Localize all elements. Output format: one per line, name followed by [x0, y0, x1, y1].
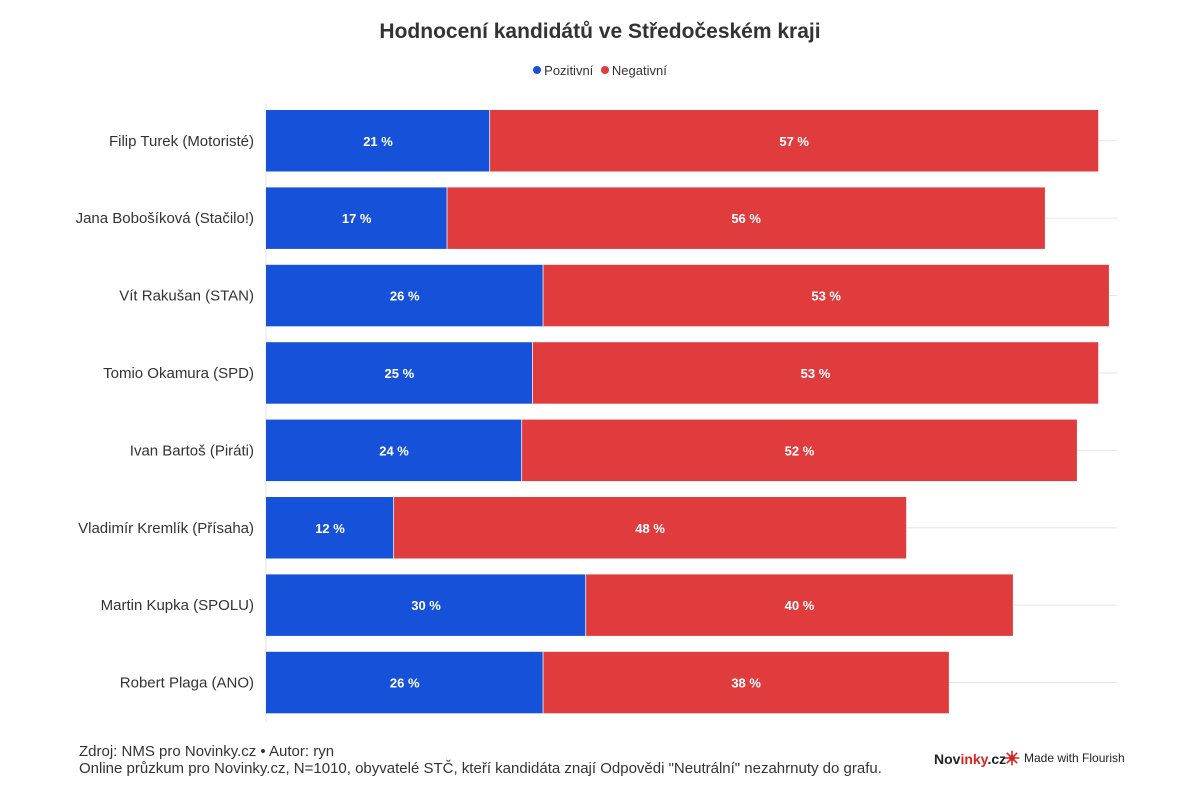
category-label: Vít Rakušan (STAN) [119, 288, 254, 305]
flourish-logo-icon [1004, 750, 1020, 766]
bar-positive [266, 497, 395, 559]
data-label-positive: 26 % [390, 676, 420, 691]
legend: Pozitivní Negativní [0, 62, 1200, 78]
legend-item-negative[interactable]: Negativní [600, 62, 667, 78]
data-label-positive: 26 % [390, 289, 420, 304]
data-label-negative: 53 % [811, 289, 841, 304]
bar-positive [266, 574, 587, 636]
legend-label-positive: Pozitivní [544, 62, 594, 78]
bar-positive [266, 419, 523, 482]
legend-swatch-negative [600, 66, 609, 74]
novinky-logo-prefix: Nov [934, 751, 961, 767]
data-label-positive: 30 % [411, 598, 441, 613]
data-label-negative: 38 % [731, 676, 761, 691]
bar-positive [266, 342, 533, 404]
novinky-logo[interactable]: Novinky.cz [934, 751, 1006, 767]
bar-positive [266, 264, 544, 327]
legend-label-negative: Negativní [611, 62, 667, 78]
category-label: Ivan Bartoš (Piráti) [130, 442, 254, 459]
novinky-logo-highlight: inky [960, 751, 988, 767]
data-label-positive: 24 % [379, 443, 409, 458]
bar-negative [586, 574, 1013, 636]
data-label-negative: 48 % [635, 521, 665, 536]
data-label-positive: 25 % [385, 366, 415, 381]
data-label-positive: 21 % [363, 134, 393, 149]
data-label-negative: 53 % [801, 366, 831, 381]
bar-positive [266, 110, 491, 172]
bar-positive [266, 187, 448, 249]
category-label: Filip Turek (Motoristé) [109, 133, 254, 150]
data-label-positive: 12 % [315, 521, 345, 536]
bar-negative [543, 651, 949, 714]
legend-swatch-positive [533, 66, 542, 74]
bar-negative [447, 187, 1045, 249]
flourish-label: Made with Flourish [1024, 751, 1125, 765]
legend-item-positive[interactable]: Pozitivní [533, 63, 593, 78]
chart-title: Hodnocení kandidátů ve Středočeském kraj… [379, 20, 821, 43]
flourish-badge[interactable]: Made with Flourish [1004, 750, 1125, 766]
category-label: Vladimír Kremlík (Přísaha) [78, 520, 254, 537]
category-label: Tomio Okamura (SPD) [103, 365, 254, 382]
novinky-logo-suffix: .cz [987, 751, 1007, 767]
category-label: Jana Bobošíková (Stačilo!) [76, 210, 254, 227]
data-label-negative: 52 % [785, 443, 815, 458]
data-label-negative: 56 % [731, 211, 761, 226]
category-label: Robert Plaga (ANO) [120, 675, 254, 692]
source-note: Zdroj: NMS pro Novinky.cz • Autor: ryn [79, 743, 335, 760]
bar-negative [522, 419, 1077, 482]
bar-negative [490, 110, 1099, 172]
bar-positive [266, 651, 544, 714]
methodology-note: Online průzkum pro Novinky.cz, N=1010, o… [79, 760, 882, 777]
category-label: Martin Kupka (SPOLU) [101, 597, 254, 614]
data-label-positive: 17 % [342, 211, 372, 226]
bar-chart: Filip Turek (Motoristé) 21 % 57 % Jana Bobo… [76, 104, 1117, 722]
bar-negative [543, 264, 1109, 327]
bar-negative [532, 342, 1099, 404]
bar-negative [394, 497, 907, 559]
data-label-negative: 57 % [779, 134, 809, 149]
data-label-negative: 40 % [785, 598, 815, 613]
